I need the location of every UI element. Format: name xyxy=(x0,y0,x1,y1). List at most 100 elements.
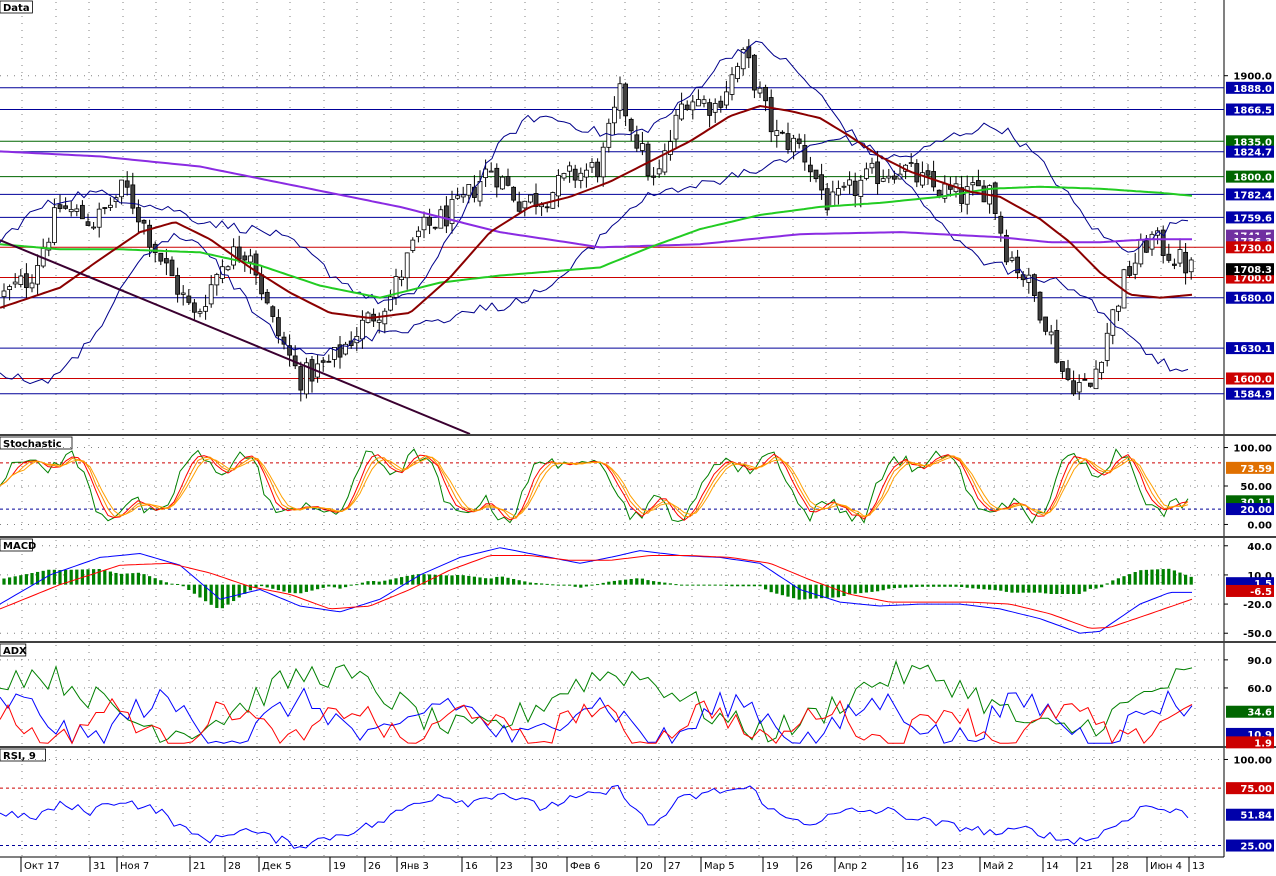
candle-body xyxy=(141,219,147,224)
candle-body xyxy=(617,83,623,111)
macd-hist-bar xyxy=(69,569,73,585)
macd-hist-bar xyxy=(86,569,90,585)
candle-body xyxy=(544,206,550,209)
macd-hist-bar xyxy=(192,584,196,594)
panel-title: MACD xyxy=(3,541,36,552)
candle-body xyxy=(584,169,589,178)
candle-body xyxy=(690,101,696,111)
macd-hist-bar xyxy=(19,575,23,585)
macd-hist-bar xyxy=(2,578,6,585)
candle-body xyxy=(494,167,500,188)
candle-body xyxy=(124,180,130,188)
macd-hist-bar xyxy=(1066,584,1070,594)
macd-hist-bar xyxy=(41,570,45,585)
candle-body xyxy=(1032,274,1037,296)
candle-body xyxy=(382,310,388,325)
candle-body xyxy=(785,133,791,150)
axis-tick-label: -50.0 xyxy=(1243,629,1272,640)
candle-body xyxy=(80,204,85,220)
macd-hist-bar xyxy=(248,584,252,591)
macd-hist-bar xyxy=(332,584,336,588)
macd-hist-bar xyxy=(685,584,689,586)
macd-hist-bar xyxy=(1038,584,1042,593)
macd-hist-bar xyxy=(1010,584,1014,593)
macd-hist-bar xyxy=(220,584,224,609)
candle-body xyxy=(808,164,813,173)
axis-tick-label: 0.00 xyxy=(1247,520,1272,531)
macd-hist-bar xyxy=(125,573,129,585)
candle-body xyxy=(533,193,539,207)
candle-body xyxy=(1060,361,1065,372)
macd-hist-bar xyxy=(909,584,913,588)
macd-hist-bar xyxy=(444,575,448,585)
axis-tick-label: 100.00 xyxy=(1233,444,1272,455)
macd-hist-bar xyxy=(792,584,796,599)
macd-hist-bar xyxy=(713,584,717,586)
macd-hist-bar xyxy=(355,584,359,586)
candle-body xyxy=(651,175,656,178)
value-badge-label: 51.84 xyxy=(1240,811,1272,822)
candle-body xyxy=(130,184,136,209)
macd-hist-bar xyxy=(75,569,79,585)
candle-body xyxy=(270,306,276,317)
candle-body xyxy=(466,184,472,196)
macd-hist-bar xyxy=(108,571,112,585)
candle-body xyxy=(1037,291,1043,321)
candle-body xyxy=(214,274,220,286)
candle-body xyxy=(1183,251,1188,274)
candle-body xyxy=(259,274,265,295)
macd-hist-bar xyxy=(1116,578,1120,585)
value-badge xyxy=(1226,81,1274,94)
candle-body xyxy=(320,360,326,363)
candle-body xyxy=(1015,256,1020,274)
macd-hist-bar xyxy=(405,575,409,585)
candle-body xyxy=(108,204,113,208)
macd-hist-bar xyxy=(999,584,1003,591)
panel-title-box xyxy=(0,748,46,762)
candle-body xyxy=(247,255,253,263)
macd-hist-bar xyxy=(618,580,622,585)
x-axis-label: 13 xyxy=(1192,861,1205,872)
macd-hist-bar xyxy=(439,575,443,585)
adx-line xyxy=(0,660,1193,744)
candle-body xyxy=(516,201,522,212)
axis-tick-label: 10.0 xyxy=(1247,571,1272,582)
macd-hist-bar xyxy=(344,584,348,588)
candle-body xyxy=(477,181,483,202)
value-badge-label: 1600.0 xyxy=(1233,374,1272,385)
value-badge-label: 1.9 xyxy=(1254,738,1272,749)
macd-hist-bar xyxy=(1100,584,1104,588)
macd-hist-bar xyxy=(568,584,572,586)
candle-body xyxy=(656,168,662,175)
value-badge-label: 1866.5 xyxy=(1233,106,1272,117)
macd-hist-bar xyxy=(1032,584,1036,593)
x-axis-label: 16 xyxy=(906,861,919,872)
macd-hist-bar xyxy=(97,568,101,585)
macd-hist-bar xyxy=(8,577,12,585)
value-badge xyxy=(1226,782,1274,795)
panel-title-box xyxy=(0,0,33,14)
macd-hist-bar xyxy=(1161,569,1165,585)
x-axis-label: 21 xyxy=(193,861,206,872)
candle-body xyxy=(992,182,998,215)
candle-body xyxy=(707,102,712,116)
macd-hist-bar xyxy=(876,584,880,592)
macd-hist-bar xyxy=(30,573,34,585)
candle-body xyxy=(264,291,270,304)
candle-body xyxy=(91,226,96,229)
candle-body xyxy=(18,275,24,285)
macd-hist-bar xyxy=(276,584,280,591)
value-badge xyxy=(1226,387,1274,400)
macd-hist-bar xyxy=(204,584,208,602)
candle-body xyxy=(1116,305,1121,312)
candle-body xyxy=(847,179,852,186)
macd-hist-bar xyxy=(131,573,135,585)
candle-body xyxy=(612,106,617,124)
panel-title: Data xyxy=(3,3,30,14)
macd-hist-bar xyxy=(954,584,958,587)
candle-body xyxy=(802,145,808,163)
macd-hist-bar xyxy=(808,584,812,599)
value-badge xyxy=(1226,736,1274,749)
candle-body xyxy=(410,239,416,251)
candle-body xyxy=(1127,266,1132,276)
